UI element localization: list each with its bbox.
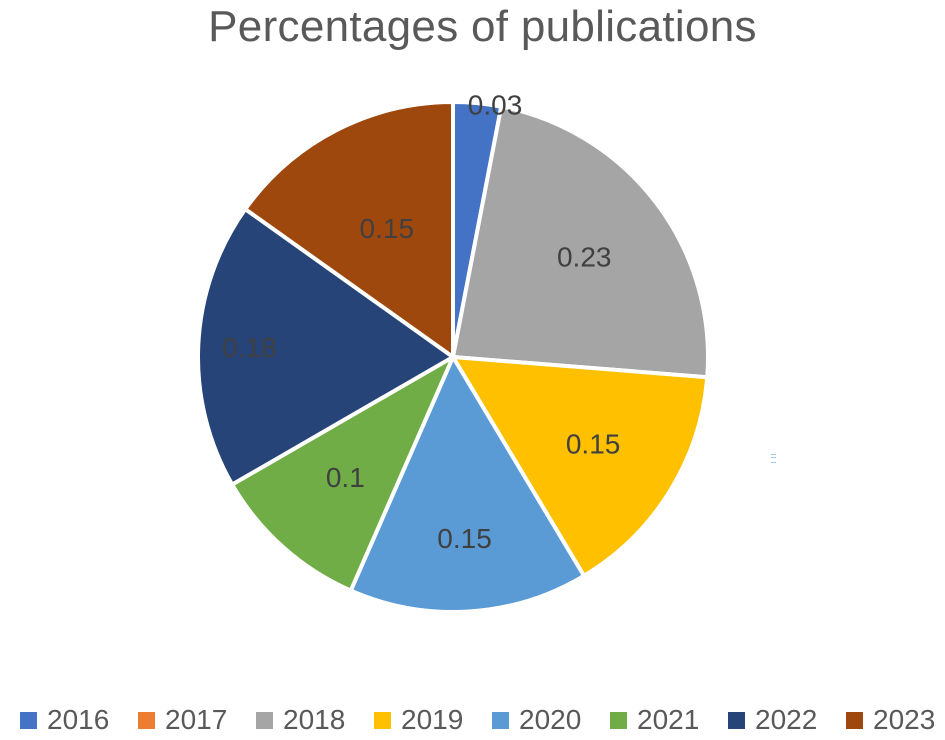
legend-item-2018: 2018	[256, 700, 345, 740]
data-label-2016: 0.03	[468, 90, 523, 121]
legend-swatch-2021	[610, 711, 627, 729]
legend-label-2020: 2020	[519, 704, 582, 735]
legend-swatch-2022	[728, 711, 745, 729]
stray-mark-icon	[771, 454, 776, 463]
pie-slice-2023	[243, 100, 455, 359]
legend-swatch-2018	[256, 711, 273, 729]
legend-item-2022: 2022	[728, 700, 817, 740]
data-label-2023: 0.15	[360, 213, 415, 244]
chart-title: Percentages of publications	[208, 2, 757, 51]
legend-label-2016: 2016	[47, 704, 110, 735]
chart-legend: 2016 2017 2018 2019 2020 2021 2022 2023	[0, 700, 945, 740]
data-label-2022: 0.18	[222, 332, 277, 363]
legend-item-2017: 2017	[138, 700, 227, 740]
pie-slice-2021	[230, 355, 455, 593]
legend-swatch-2023	[846, 711, 863, 729]
legend-item-2023: 2023	[846, 700, 935, 740]
pie-slice-2019	[451, 355, 710, 578]
data-label-2019: 0.15	[566, 428, 621, 459]
legend-swatch-2017	[138, 711, 155, 729]
pie-data-labels: 0.03 0.23 0.15 0.15 0.1 0.18 0.15	[222, 90, 620, 554]
legend-label-2018: 2018	[283, 704, 346, 735]
legend-item-2020: 2020	[492, 700, 581, 740]
pie-chart: 0.03 0.23 0.15 0.15 0.1 0.18 0.15	[196, 90, 710, 614]
legend-item-2016: 2016	[20, 700, 109, 740]
legend-swatch-2016	[20, 711, 37, 729]
pie-slice-2018	[451, 104, 710, 380]
legend-item-2019: 2019	[374, 700, 463, 740]
legend-label-2023: 2023	[873, 704, 936, 735]
pie-slice-2022	[196, 207, 455, 487]
legend-item-2021: 2021	[610, 700, 699, 740]
pie-slices	[196, 100, 710, 614]
data-label-2020: 0.15	[437, 523, 492, 554]
legend-label-2017: 2017	[165, 704, 228, 735]
pie-slice-2020	[348, 355, 586, 614]
legend-label-2019: 2019	[401, 704, 464, 735]
legend-label-2022: 2022	[755, 704, 818, 735]
data-label-2018: 0.23	[557, 242, 612, 273]
legend-label-2021: 2021	[637, 704, 700, 735]
legend-swatch-2019	[374, 711, 391, 729]
legend-swatch-2020	[492, 711, 509, 729]
data-label-2021: 0.1	[326, 462, 365, 493]
